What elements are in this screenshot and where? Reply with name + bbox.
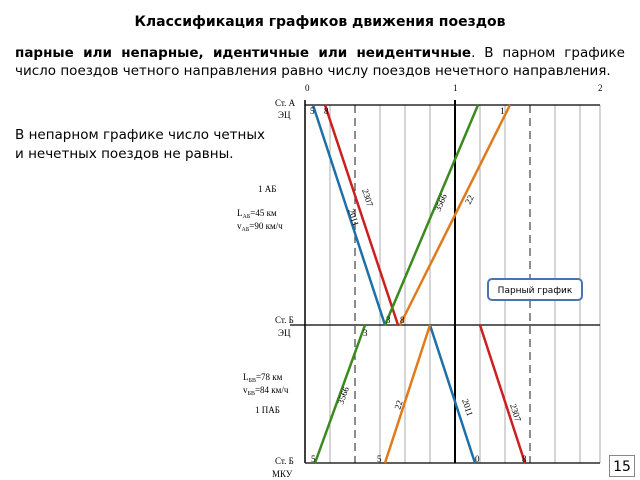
station-lines [290,104,600,464]
text: L [237,208,243,218]
hour-label: 2 [598,83,603,93]
minute-label: 8 [522,454,527,464]
block-label: 1 ПАБ [255,405,280,415]
station-label: Ст. Б [275,315,294,325]
text: v [237,221,242,231]
section-label: vБВ=84 км/ч [243,385,289,397]
minute-label: 5 [311,454,316,464]
minute-label: 3 [386,315,391,325]
minute-label: 8 [400,315,405,325]
train-label: 22 [392,399,404,411]
text: БВ [248,391,255,397]
text: БВ [249,378,256,384]
minute-label: 5 [310,106,315,116]
text: =84 км/ч [255,385,289,395]
minute-label: 1 [500,106,505,116]
train-lines [311,104,527,464]
text: АБ [243,214,251,220]
text: =45 км [250,208,277,218]
text: =78 км [256,372,283,382]
station-label: МКУ [272,469,293,479]
text: АБ [242,227,250,233]
section-label: LАБ=45 км [237,208,277,220]
train-label: 22 [463,193,476,206]
minute-label: 8 [324,106,329,116]
title: Классификация графиков движения поездов [134,14,506,30]
minute-label: 0 [475,454,480,464]
bold-text: парные или непарные, идентичные или неид… [15,45,472,61]
dashed-lines [354,105,531,463]
hour-label: 0 [305,83,310,93]
section-label: vАБ=90 км/ч [237,221,283,233]
minute-label: 5 [377,454,382,464]
text: L [243,372,249,382]
station-label: Ст. Б [275,456,294,466]
hour-label: 1 [453,83,458,93]
station-label: ЭЦ [278,328,291,338]
station-label: Ст. А [275,98,296,108]
paragraph: парные или непарные, идентичные или неид… [15,44,625,80]
page-number: 15 [609,455,635,477]
minute-label: 3 [363,328,368,338]
block-label: 1 АБ [258,184,276,194]
section-label: LБВ=78 км [243,372,283,384]
callout: Парный график [487,278,583,301]
text: =90 км/ч [249,221,283,231]
note: В непарном графике число четных и нечетн… [15,127,265,162]
station-label: ЭЦ [278,110,291,120]
text: v [243,385,248,395]
text: . В парном графике число поездов четного… [15,45,625,79]
